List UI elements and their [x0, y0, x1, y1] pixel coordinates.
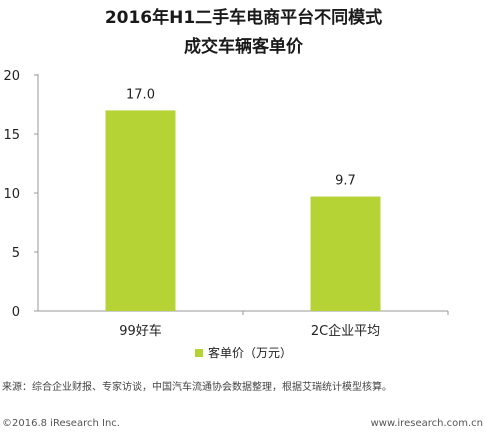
data-label: 9.7 [335, 174, 356, 189]
y-tick-label: 10 [3, 187, 20, 202]
chart-subtitle: 成交车辆客单价 [184, 37, 303, 57]
category-label: 99好车 [119, 323, 162, 339]
chart-title: 2016年H1二手车电商平台不同模式 [104, 8, 383, 28]
source-note: 来源：综合企业财报、专家访谈，中国汽车流通协会数据整理，根据艾瑞统计模型核算。 [2, 382, 392, 393]
copyright: ©2016.8 iResearch Inc. [2, 418, 120, 429]
y-tick-label: 0 [12, 305, 20, 320]
category-label: 2C企业平均 [311, 323, 380, 339]
y-tick-label: 15 [3, 128, 20, 143]
legend-swatch [194, 348, 203, 357]
legend: 客单价（万元） [0, 344, 487, 361]
y-tick-label: 5 [12, 246, 20, 261]
bar-2 [310, 196, 381, 311]
bar-1 [105, 110, 176, 312]
data-label: 17.0 [126, 87, 155, 102]
website: www.iresearch.com.cn [370, 418, 483, 429]
legend-label: 客单价（万元） [207, 346, 292, 360]
y-tick-label: 20 [3, 69, 20, 84]
